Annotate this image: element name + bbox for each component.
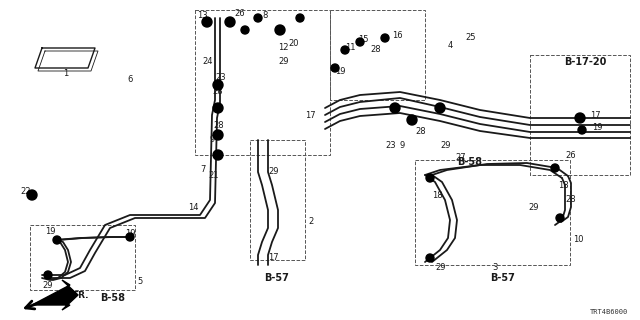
Text: 17: 17 — [305, 110, 316, 119]
Circle shape — [53, 236, 61, 244]
Text: 5: 5 — [137, 277, 142, 286]
Text: 17: 17 — [268, 253, 278, 262]
Text: 12: 12 — [278, 44, 289, 52]
Text: 29: 29 — [435, 263, 445, 273]
Text: 27: 27 — [455, 154, 466, 163]
Circle shape — [296, 14, 304, 22]
Text: 10: 10 — [573, 236, 584, 244]
Bar — [30, 225, 135, 290]
Text: 25: 25 — [465, 34, 476, 43]
Bar — [415, 160, 570, 265]
Circle shape — [435, 103, 445, 113]
Circle shape — [241, 26, 249, 34]
Circle shape — [426, 254, 434, 262]
Text: 13: 13 — [197, 11, 207, 20]
Text: 23: 23 — [215, 74, 226, 83]
Text: 19: 19 — [125, 228, 136, 237]
Circle shape — [381, 34, 389, 42]
Text: 28: 28 — [370, 45, 381, 54]
Text: 7: 7 — [200, 165, 205, 174]
Text: 28: 28 — [565, 196, 575, 204]
Bar — [330, 10, 425, 100]
Circle shape — [44, 271, 52, 279]
Circle shape — [407, 115, 417, 125]
Text: B-17-20: B-17-20 — [564, 57, 606, 67]
Text: 23: 23 — [385, 140, 396, 149]
Text: 9: 9 — [210, 135, 215, 145]
Text: 29: 29 — [440, 140, 451, 149]
Circle shape — [551, 164, 559, 172]
Text: 28: 28 — [212, 87, 223, 97]
Text: 29: 29 — [268, 167, 278, 177]
Text: 15: 15 — [358, 36, 369, 44]
Text: 26: 26 — [234, 10, 244, 19]
Text: 8: 8 — [262, 11, 268, 20]
Circle shape — [341, 46, 349, 54]
Text: B-58: B-58 — [100, 293, 125, 303]
Text: 3: 3 — [492, 263, 497, 273]
Text: 19: 19 — [45, 228, 56, 236]
Circle shape — [426, 174, 434, 182]
Text: 2: 2 — [308, 218, 313, 227]
Text: 22: 22 — [20, 188, 31, 196]
Circle shape — [213, 103, 223, 113]
Circle shape — [254, 14, 262, 22]
Circle shape — [202, 17, 212, 27]
Circle shape — [126, 233, 134, 241]
Text: 29: 29 — [278, 58, 289, 67]
Circle shape — [331, 64, 339, 72]
Circle shape — [556, 214, 564, 222]
Text: 1: 1 — [63, 68, 68, 77]
Bar — [195, 10, 330, 155]
Text: B-57: B-57 — [264, 273, 289, 283]
Text: 4: 4 — [448, 41, 453, 50]
Text: 9: 9 — [400, 140, 405, 149]
Text: 17: 17 — [590, 110, 600, 119]
Circle shape — [213, 80, 223, 90]
Text: B-58: B-58 — [457, 157, 482, 167]
Text: 29: 29 — [42, 281, 52, 290]
Text: 18: 18 — [558, 180, 568, 189]
Circle shape — [356, 38, 364, 46]
Circle shape — [275, 25, 285, 35]
Circle shape — [390, 103, 400, 113]
Circle shape — [27, 190, 37, 200]
Text: 19: 19 — [592, 124, 602, 132]
Text: 16: 16 — [392, 30, 403, 39]
Text: 20: 20 — [288, 38, 298, 47]
Text: 19: 19 — [335, 68, 346, 76]
Bar — [530, 55, 630, 175]
Text: FR.: FR. — [72, 291, 88, 300]
Text: TRT4B6000: TRT4B6000 — [590, 309, 628, 315]
Circle shape — [578, 126, 586, 134]
Bar — [250, 140, 305, 260]
Text: 11: 11 — [345, 43, 355, 52]
Text: 18: 18 — [432, 190, 443, 199]
Text: 14: 14 — [188, 204, 198, 212]
Circle shape — [213, 130, 223, 140]
Text: 21: 21 — [208, 171, 218, 180]
Text: 24: 24 — [202, 58, 212, 67]
Circle shape — [213, 150, 223, 160]
Polygon shape — [32, 280, 78, 310]
Text: B-57: B-57 — [490, 273, 515, 283]
Circle shape — [225, 17, 235, 27]
Text: 6: 6 — [127, 76, 132, 84]
Text: 26: 26 — [565, 150, 575, 159]
Text: 29: 29 — [528, 204, 538, 212]
Circle shape — [575, 113, 585, 123]
Text: 28: 28 — [213, 121, 223, 130]
Text: 28: 28 — [415, 127, 426, 137]
